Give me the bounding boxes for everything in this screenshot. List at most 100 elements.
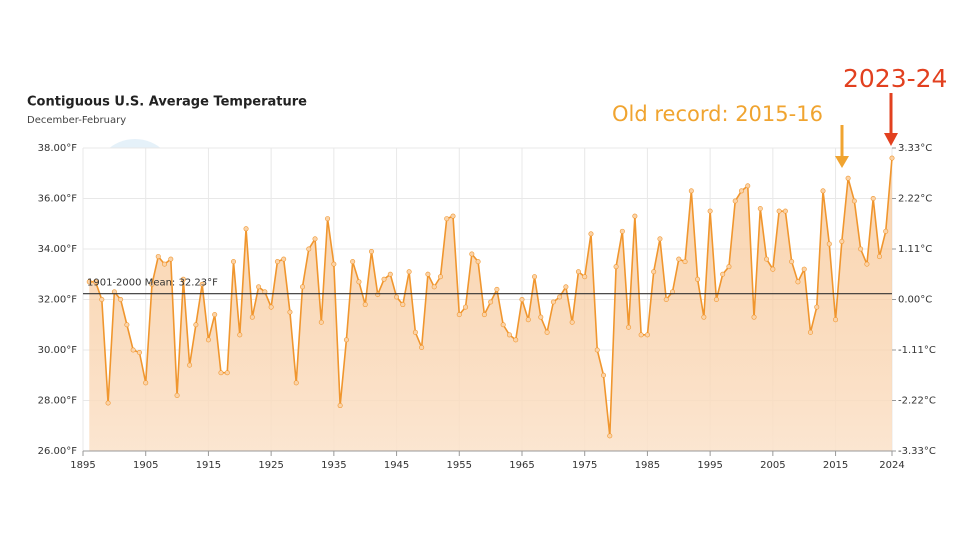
- point: [557, 294, 563, 300]
- point: [538, 314, 544, 320]
- point: [268, 304, 274, 310]
- x-tick-label: 1935: [321, 460, 346, 471]
- point: [406, 269, 412, 275]
- point: [281, 256, 287, 262]
- point: [751, 314, 757, 320]
- point: [256, 284, 262, 290]
- point: [130, 347, 136, 353]
- x-tick-label: 1915: [196, 460, 221, 471]
- point: [124, 322, 130, 328]
- point: [475, 259, 481, 265]
- point: [726, 264, 732, 270]
- point: [782, 208, 788, 214]
- point: [149, 281, 155, 287]
- point: [325, 216, 331, 222]
- point: [789, 259, 795, 265]
- point: [870, 196, 876, 202]
- point: [713, 296, 719, 302]
- x-tick-label: 2024: [879, 460, 904, 471]
- point: [118, 296, 124, 302]
- point: [644, 332, 650, 338]
- x-tick-label: 1965: [509, 460, 534, 471]
- point: [500, 322, 506, 328]
- point: [174, 392, 180, 398]
- point: [400, 302, 406, 308]
- y2-tick-label: -2.22°C: [898, 396, 936, 407]
- point: [180, 276, 186, 282]
- point: [494, 286, 500, 292]
- point: [757, 206, 763, 212]
- point: [776, 208, 782, 214]
- point: [858, 246, 864, 252]
- point: [312, 236, 318, 242]
- point: [619, 228, 625, 234]
- point: [218, 370, 224, 376]
- point: [368, 249, 374, 255]
- point: [582, 274, 588, 280]
- point: [419, 344, 425, 350]
- point: [820, 188, 826, 194]
- point: [657, 236, 663, 242]
- y-tick-label: 26.00°F: [38, 446, 78, 457]
- point: [394, 294, 400, 300]
- point: [839, 238, 845, 244]
- point: [99, 296, 105, 302]
- x-tick-label: 2015: [823, 460, 848, 471]
- annotation: 2023-24: [843, 64, 947, 93]
- point: [764, 256, 770, 262]
- point: [513, 337, 519, 343]
- x-tick-label: 1905: [133, 460, 158, 471]
- point: [701, 314, 707, 320]
- point: [293, 380, 299, 386]
- x-tick-label: 1995: [697, 460, 722, 471]
- point: [707, 208, 713, 214]
- y-tick-label: 30.00°F: [38, 345, 78, 356]
- point: [651, 269, 657, 275]
- y2-tick-label: -1.11°C: [898, 345, 936, 356]
- annotation: Old record: 2015-16: [612, 102, 823, 126]
- point: [845, 175, 851, 181]
- point: [469, 251, 475, 257]
- point: [488, 299, 494, 305]
- point: [237, 332, 243, 338]
- point: [864, 261, 870, 267]
- area: [89, 158, 893, 451]
- point: [695, 276, 701, 282]
- point: [306, 246, 312, 252]
- point: [249, 314, 255, 320]
- x-tick-label: 1925: [258, 460, 283, 471]
- y2-tick-label: 0.00°C: [898, 295, 932, 306]
- point: [456, 312, 462, 318]
- y2-tick-label: 2.22°C: [898, 194, 932, 205]
- point: [350, 259, 356, 265]
- point: [362, 302, 368, 308]
- point: [387, 271, 393, 277]
- point: [833, 317, 839, 323]
- point: [626, 324, 632, 330]
- point: [155, 254, 161, 260]
- point: [550, 299, 556, 305]
- point: [425, 271, 431, 277]
- chart-title: Contiguous U.S. Average Temperature: [27, 95, 307, 110]
- point: [632, 213, 638, 219]
- point: [770, 266, 776, 272]
- point: [437, 274, 443, 280]
- point: [444, 216, 450, 222]
- y-tick-label: 38.00°F: [38, 143, 78, 154]
- point: [889, 155, 895, 161]
- point: [807, 329, 813, 335]
- y2-tick-label: 3.33°C: [898, 143, 932, 154]
- x-tick-label: 1895: [70, 460, 95, 471]
- point: [412, 329, 418, 335]
- x-tick-label: 2005: [760, 460, 785, 471]
- y2-tick-label: -3.33°C: [898, 446, 936, 457]
- point: [676, 256, 682, 262]
- point: [563, 284, 569, 290]
- point: [356, 279, 362, 285]
- point: [143, 380, 149, 386]
- y-tick-label: 34.00°F: [38, 244, 78, 255]
- point: [613, 264, 619, 270]
- point: [883, 228, 889, 234]
- x-tick-label: 1975: [572, 460, 597, 471]
